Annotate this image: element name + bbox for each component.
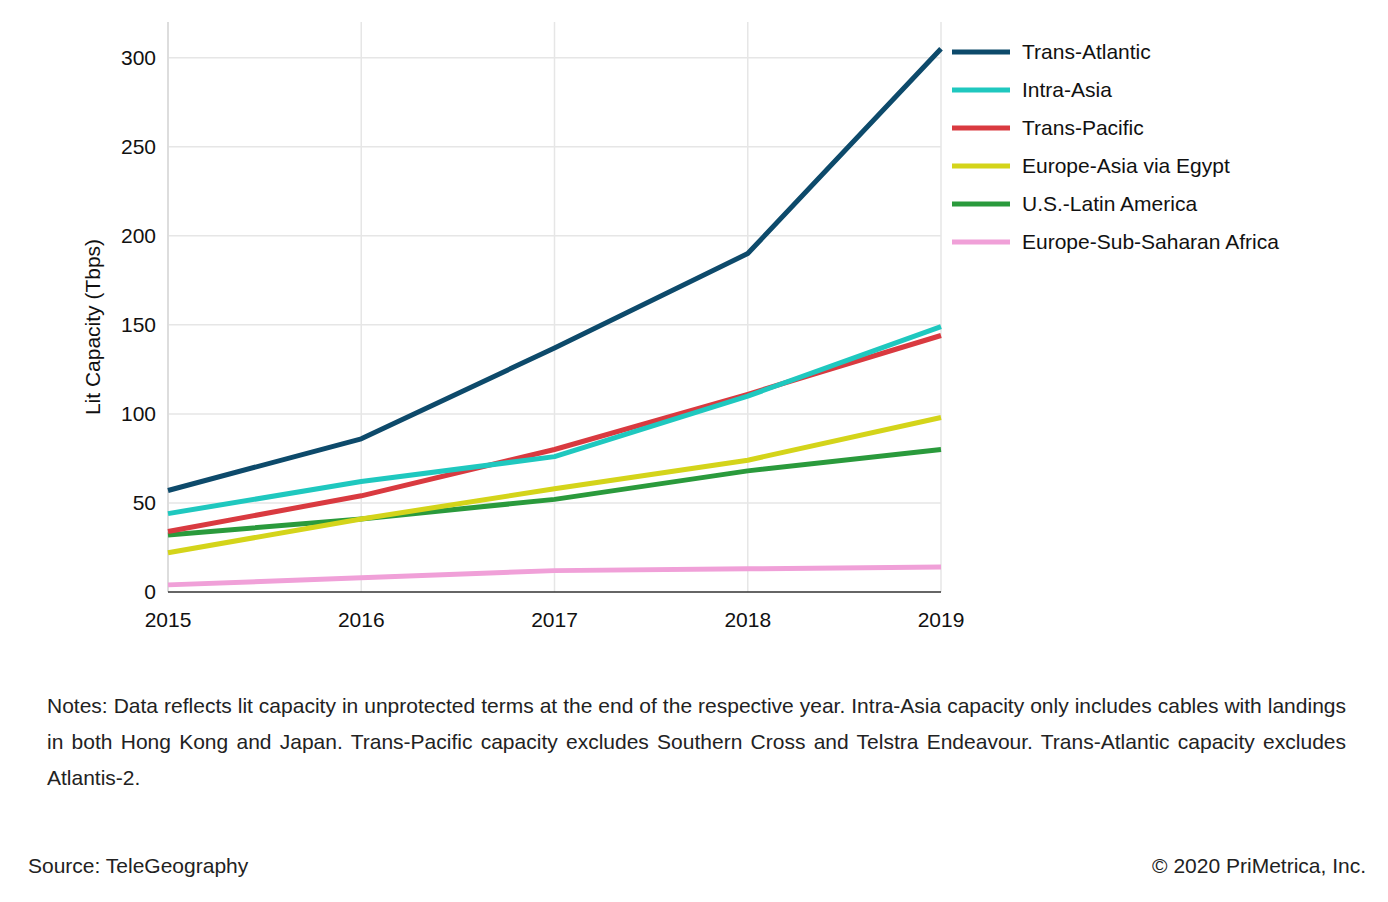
y-tick-label: 250	[121, 135, 156, 158]
legend-swatch	[952, 202, 1010, 207]
legend-swatch	[952, 126, 1010, 131]
grid-line	[167, 22, 169, 592]
legend-label: Trans-Atlantic	[1022, 40, 1151, 63]
series-line	[168, 49, 941, 491]
x-tick-label: 2018	[724, 608, 771, 631]
grid-line	[940, 22, 942, 592]
y-tick-label: 150	[121, 313, 156, 336]
y-tick-label: 50	[133, 491, 156, 514]
legend-swatch	[952, 240, 1010, 245]
chart: 0 50 100 150 200 250 300 2015 2016 2017 2018 2019 Li…	[0, 0, 1388, 902]
y-tick-label: 200	[121, 224, 156, 247]
credit: © 2020 PriMetrica, Inc.	[1152, 854, 1366, 878]
grid-line	[747, 22, 749, 592]
series-line	[168, 567, 941, 585]
y-tick-label: 300	[121, 46, 156, 69]
legend-swatch	[952, 88, 1010, 93]
legend-label: Trans-Pacific	[1022, 116, 1144, 139]
series-line	[168, 336, 941, 532]
legend-label: Intra-Asia	[1022, 78, 1112, 101]
legend-label: Europe-Sub-Saharan Africa	[1022, 230, 1279, 253]
plot-lines	[168, 49, 941, 585]
legend-swatch	[952, 50, 1010, 55]
notes: Notes: Data reflects lit capacity in unp…	[47, 688, 1346, 796]
grid-line	[361, 22, 363, 592]
x-tick-label: 2015	[145, 608, 192, 631]
legend-label: Europe-Asia via Egypt	[1022, 154, 1230, 177]
legend-label: U.S.-Latin America	[1022, 192, 1197, 215]
x-tick-label: 2016	[338, 608, 385, 631]
series-line	[168, 417, 941, 552]
y-tick-label: 100	[121, 402, 156, 425]
grid-line	[554, 22, 556, 592]
y-axis	[167, 22, 169, 592]
y-tick-label: 0	[144, 580, 156, 603]
x-tick-label: 2019	[918, 608, 965, 631]
source: Source: TeleGeography	[28, 854, 248, 878]
y-axis-label: Lit Capacity (Tbps)	[81, 239, 104, 415]
x-tick-label: 2017	[531, 608, 578, 631]
x-axis	[168, 591, 941, 593]
series-line	[168, 327, 941, 514]
legend-swatch	[952, 164, 1010, 169]
